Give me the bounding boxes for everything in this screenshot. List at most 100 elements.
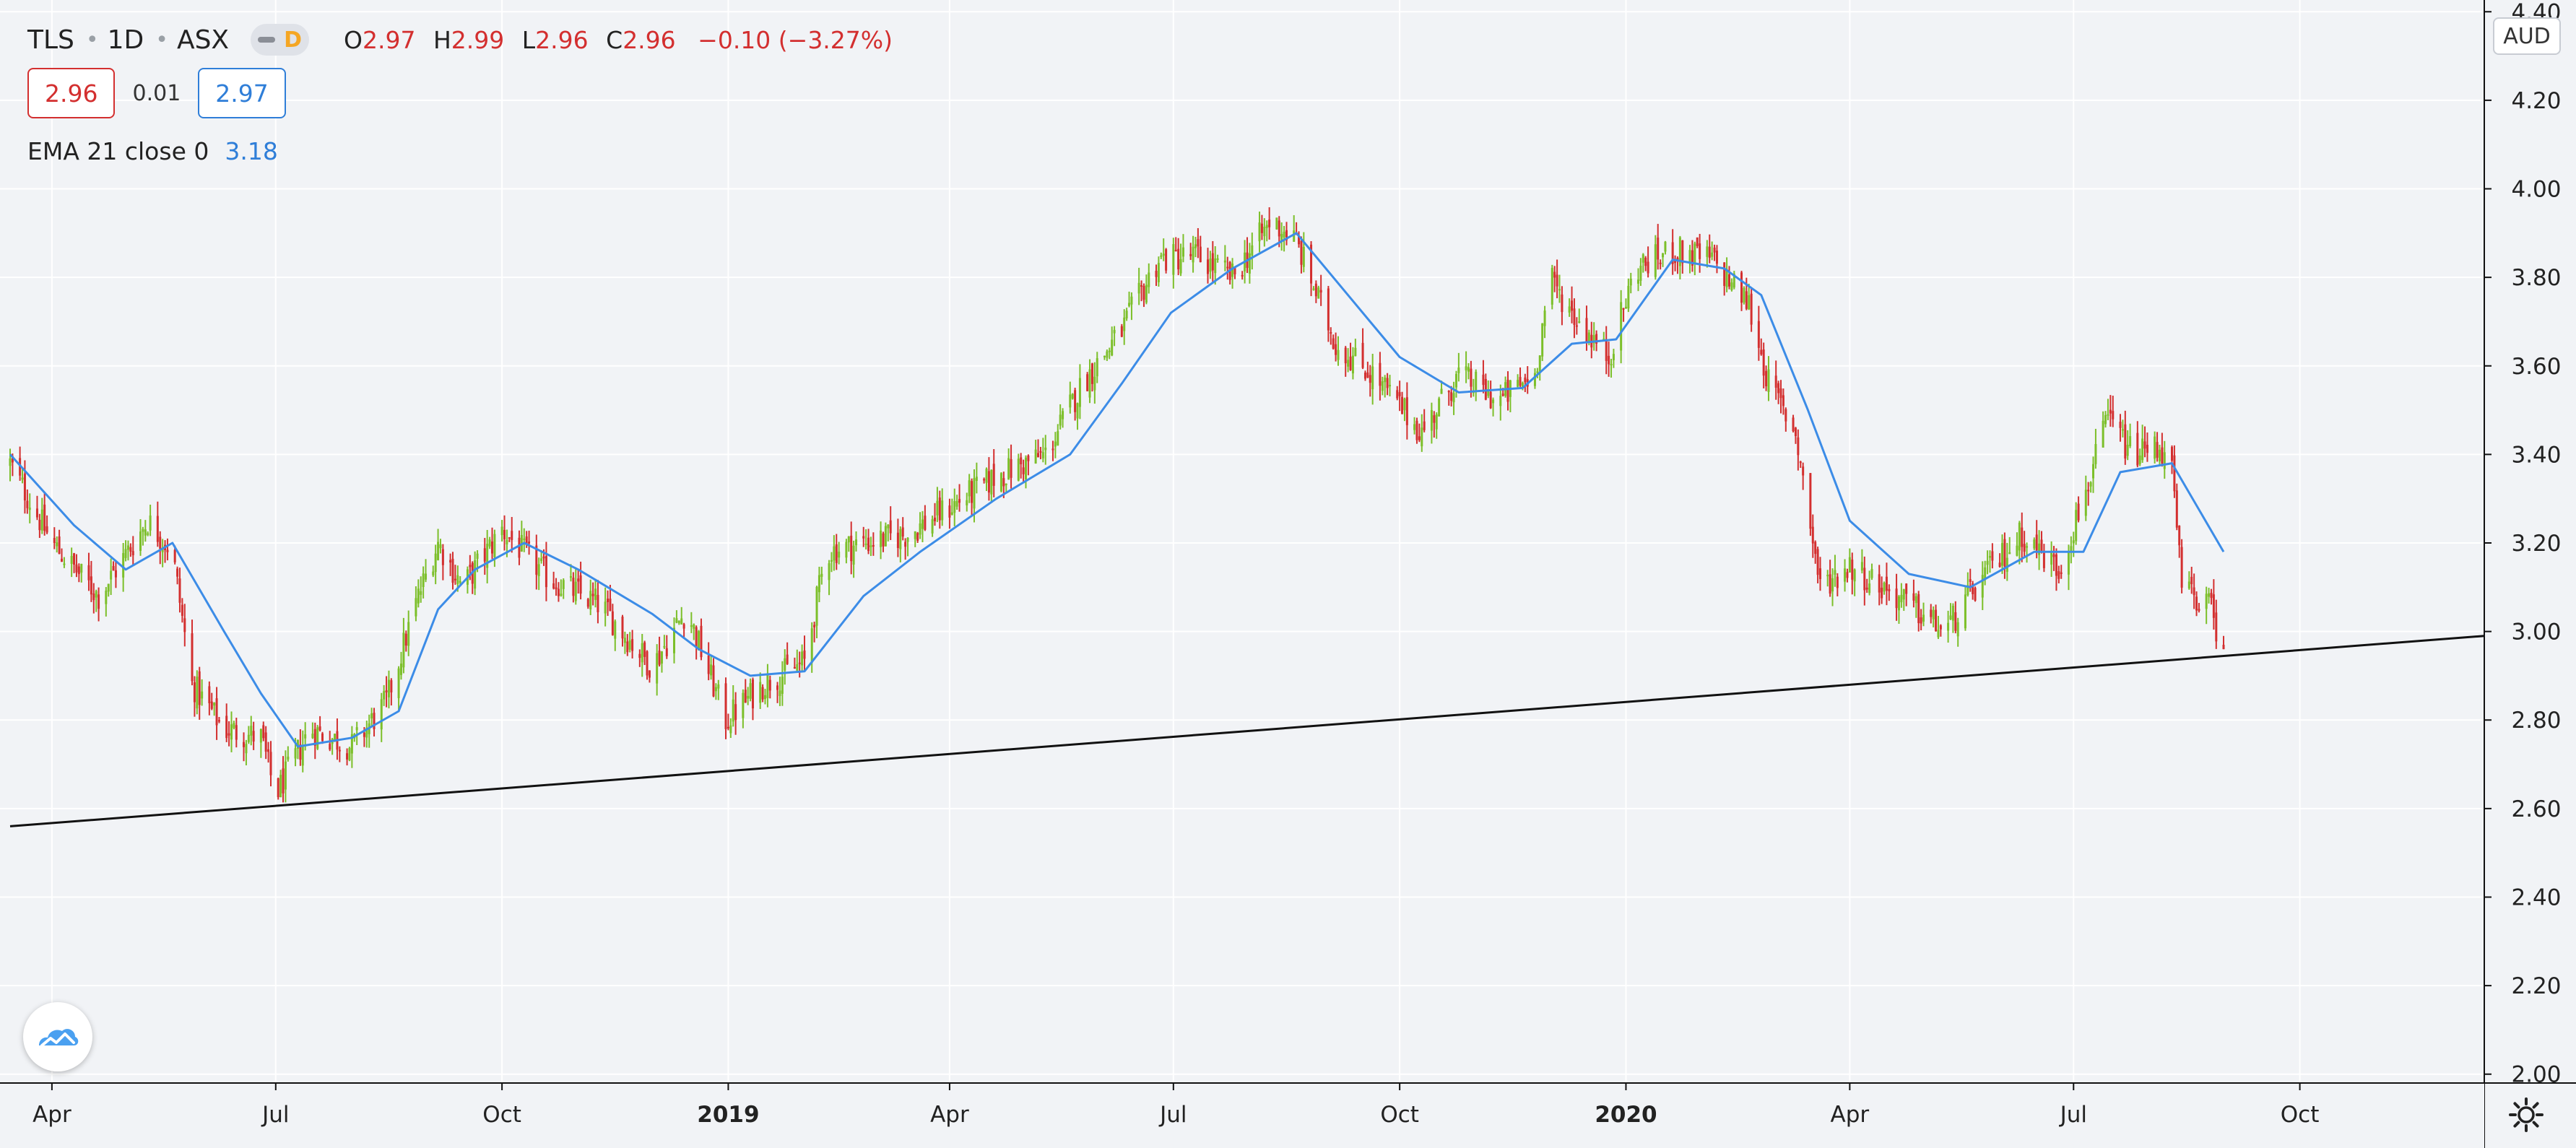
candle-body	[535, 545, 538, 575]
x-tick-label: Jul	[261, 1102, 289, 1128]
candle-body	[1797, 437, 1800, 456]
candle-body	[992, 464, 995, 486]
candle-body	[1691, 250, 1694, 266]
candle-body	[243, 742, 246, 747]
separator-dot: •	[85, 27, 99, 53]
candle-body	[680, 618, 683, 625]
candle-body	[404, 633, 407, 646]
candle-body	[916, 533, 919, 541]
candle-body	[1998, 562, 2001, 568]
candle-body	[2146, 445, 2148, 453]
candle-body	[1762, 349, 1765, 376]
candle-body	[2067, 552, 2070, 575]
candle-body	[646, 651, 649, 676]
candle-body	[2126, 444, 2129, 456]
sell-price-button[interactable]: 2.96	[27, 68, 116, 118]
ema-value: 3.18	[225, 136, 278, 165]
candle-body	[1057, 431, 1059, 445]
candle-body	[1883, 583, 1886, 592]
candle-body	[880, 530, 882, 547]
candle-body	[439, 544, 442, 549]
y-tick-label: 3.40	[2511, 442, 2561, 468]
y-tick-label: 3.60	[2511, 354, 2561, 380]
candle-body	[1484, 378, 1487, 400]
candle-body	[628, 640, 631, 650]
candle-body	[1696, 237, 1699, 246]
indicator-legend[interactable]: EMA 21 close 0 3.18	[27, 133, 278, 169]
ema-label[interactable]: EMA 21 close 0	[27, 136, 209, 165]
candle-body	[1327, 288, 1330, 331]
candle-body	[1757, 321, 1760, 348]
candle-body	[1179, 258, 1182, 274]
candle-body	[2154, 436, 2156, 459]
candle-body	[948, 505, 951, 518]
candle-body	[1644, 258, 1647, 266]
candle-body	[2107, 414, 2109, 416]
candle-body	[712, 665, 715, 697]
candle-body	[2001, 543, 2004, 566]
interval-label[interactable]: 1D	[107, 25, 144, 55]
candle-body	[459, 580, 461, 583]
candle-body	[690, 625, 693, 627]
candle-body	[1711, 252, 1714, 257]
candle-body	[1275, 217, 1278, 230]
candle-body	[614, 621, 617, 639]
candle-body	[781, 677, 784, 694]
candle-body	[1248, 253, 1251, 274]
candle-body	[764, 695, 767, 700]
candle-body	[1076, 403, 1079, 419]
candle-body	[1214, 258, 1217, 274]
candle-body	[872, 544, 875, 547]
candle-body	[638, 653, 641, 658]
candle-body	[1917, 594, 1920, 624]
candle-body	[1423, 421, 1426, 430]
market-status-pill[interactable]: D	[251, 24, 309, 56]
symbol-name[interactable]: TLS	[27, 25, 74, 55]
candle-body	[1034, 449, 1037, 464]
candle-body	[1826, 575, 1829, 577]
candle-body	[1475, 371, 1478, 391]
x-tick-label: Oct	[2281, 1102, 2320, 1128]
candle-body	[607, 599, 610, 602]
candle-body	[1130, 296, 1133, 305]
candle-body	[26, 500, 29, 508]
candle-body	[92, 593, 95, 601]
candle-body	[1140, 285, 1143, 287]
candle-body	[973, 478, 976, 509]
gear-icon[interactable]	[2506, 1095, 2546, 1135]
candle-body	[1725, 269, 1728, 287]
candle-body	[2193, 587, 2195, 596]
candle-body	[1750, 293, 1753, 325]
candle-body	[1433, 415, 1436, 423]
candle-body	[574, 581, 577, 601]
candle-body	[1020, 457, 1023, 465]
candle-body	[2190, 576, 2193, 585]
candle-body	[1347, 360, 1350, 367]
candle-body	[971, 481, 973, 503]
candle-body	[311, 734, 314, 739]
candle-body	[1612, 354, 1615, 360]
candle-body	[2121, 429, 2124, 431]
candle-body	[1125, 310, 1128, 319]
candle-body	[1258, 222, 1261, 242]
candle-body	[474, 560, 477, 589]
candle-body	[441, 549, 444, 565]
candle-body	[301, 744, 304, 766]
candle-body	[1814, 542, 1817, 555]
candle-body	[2035, 534, 2038, 551]
candle-body	[296, 739, 299, 749]
candle-body	[1748, 295, 1751, 310]
candle-body	[882, 533, 885, 547]
candle-body	[23, 474, 26, 501]
candle-body	[1293, 230, 1296, 242]
candle-body	[1181, 247, 1184, 257]
candle-body	[990, 469, 993, 495]
candle-body	[1782, 395, 1784, 406]
tradingview-cloud-icon[interactable]	[23, 1002, 92, 1071]
candle-body	[1155, 271, 1158, 277]
candle-body	[334, 734, 337, 740]
buy-price-button[interactable]: 2.97	[198, 68, 286, 118]
currency-badge[interactable]: AUD	[2493, 17, 2561, 55]
candle-body	[139, 531, 142, 551]
